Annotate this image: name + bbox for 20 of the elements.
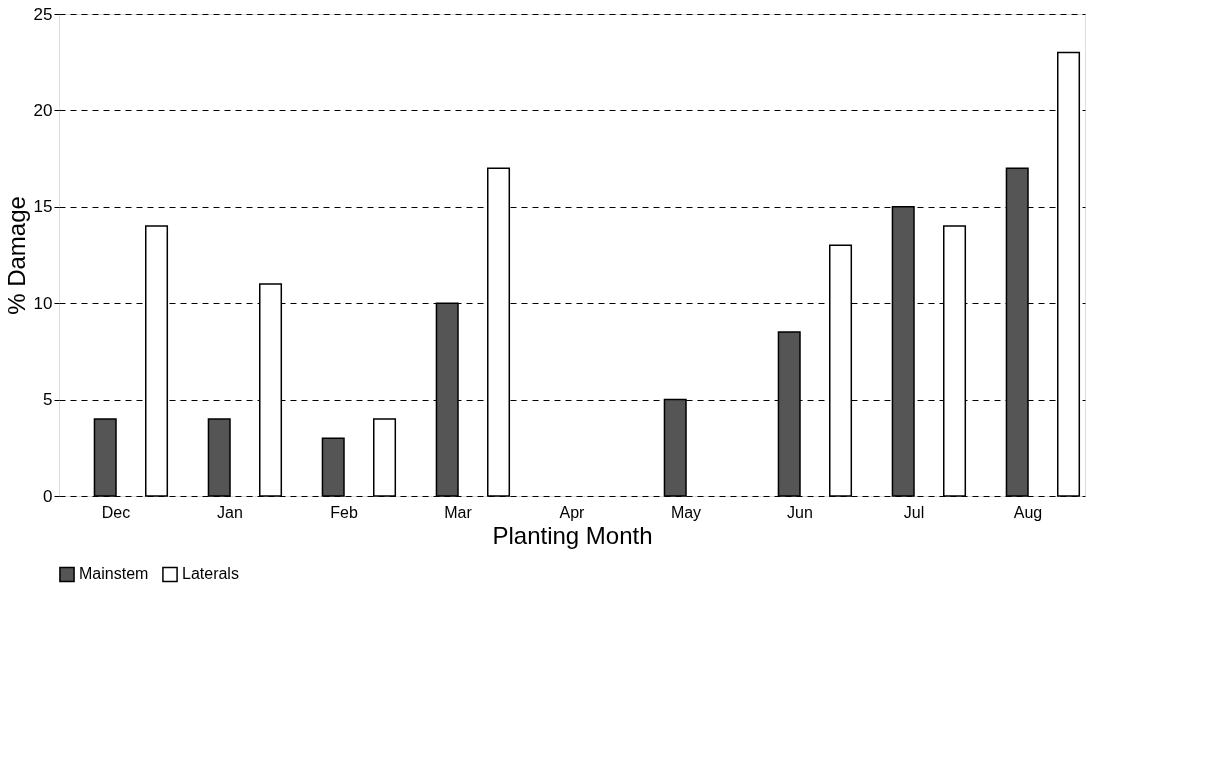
x-tick-label: Jul bbox=[903, 503, 925, 521]
y-tick-label: 5 bbox=[43, 390, 53, 410]
x-tick-label: Feb bbox=[330, 503, 358, 521]
x-axis-title: Planting Month bbox=[492, 521, 653, 549]
y-tick-label: 15 bbox=[33, 197, 53, 217]
bar bbox=[145, 225, 169, 497]
y-tick-label: 20 bbox=[33, 100, 53, 120]
x-tick-label: Mar bbox=[444, 503, 473, 521]
x-tick-label: Jan bbox=[217, 503, 243, 521]
legend-label: Mainstem bbox=[79, 565, 149, 583]
x-tick-label: May bbox=[670, 503, 702, 521]
y-axis-title: % Damage bbox=[2, 196, 30, 315]
x-tick-label: Jun bbox=[787, 503, 813, 521]
x-tick-label: Aug bbox=[1013, 503, 1043, 521]
x-tick-label: Apr bbox=[559, 503, 586, 521]
y-tick-label: 25 bbox=[33, 4, 53, 24]
y-tick-label: 0 bbox=[43, 486, 53, 506]
x-tick-label: Dec bbox=[101, 503, 131, 521]
y-tick-label: 10 bbox=[33, 293, 53, 313]
legend-label: Laterals bbox=[182, 565, 239, 583]
